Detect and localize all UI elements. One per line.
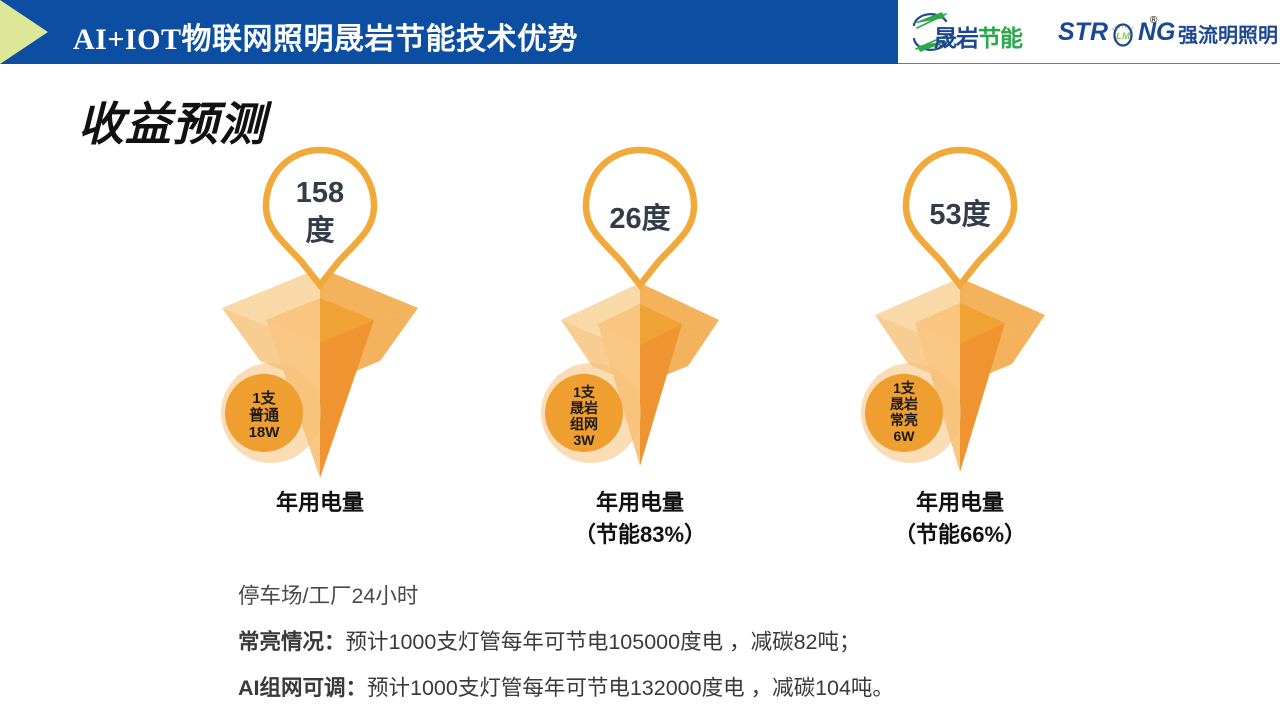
svg-text:18W: 18W (249, 424, 281, 441)
svg-text:普通: 普通 (249, 406, 279, 424)
svg-text:53度: 53度 (929, 198, 990, 231)
svg-text:LM: LM (1116, 31, 1131, 42)
svg-text:158: 158 (296, 177, 344, 209)
svg-text:26度: 26度 (609, 202, 670, 235)
svg-text:晟岩: 晟岩 (890, 396, 918, 412)
svg-text:晟岩: 晟岩 (570, 400, 598, 416)
svg-text:常亮: 常亮 (890, 412, 918, 428)
svg-text:1支: 1支 (573, 384, 596, 400)
svg-text:6W: 6W (894, 428, 916, 444)
svg-text:组网: 组网 (570, 416, 598, 432)
svg-text:1支: 1支 (252, 389, 276, 407)
svg-text:3W: 3W (574, 432, 596, 448)
svg-text:度: 度 (305, 214, 334, 247)
svg-text:1支: 1支 (893, 380, 916, 396)
